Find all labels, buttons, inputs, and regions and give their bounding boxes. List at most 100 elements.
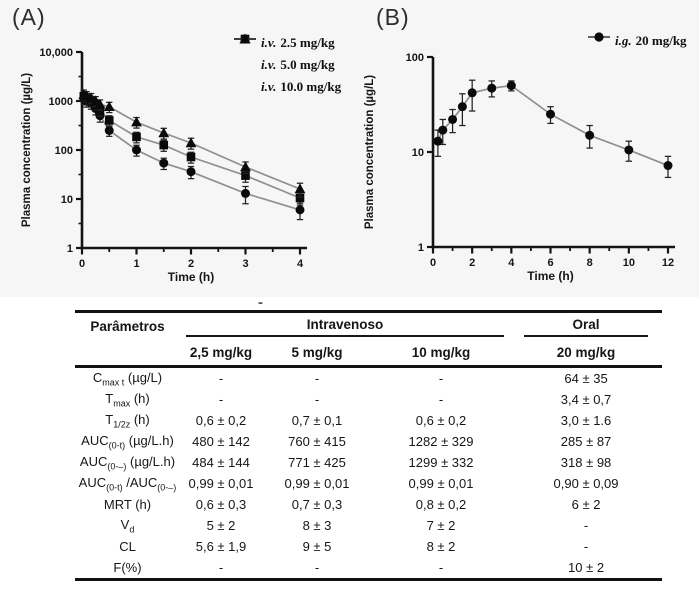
value-cell: -	[218, 392, 224, 407]
param-label-cell: F(%)	[113, 560, 142, 575]
value-cell: 0,6 ± 0,2	[195, 413, 247, 428]
panel-label-a: (A)	[12, 4, 46, 30]
x-tick-label: 2	[469, 257, 475, 269]
chart-panel-b: 1 10 100 0 2 4 6 8 10 12 Time (h) Plasma concentrat…	[350, 0, 699, 297]
data-point	[131, 116, 142, 127]
legend-item-iv-10-0: i.v. 10.0 mg/kg	[233, 33, 341, 96]
stray-dash-mark: -	[258, 294, 263, 311]
data-point	[158, 127, 170, 138]
table-row: MRT (h) 0,6 ± 0,3 0,7 ± 0,3 0,8 ± 0,2 6 ± 2	[75, 494, 662, 515]
data-point	[448, 114, 458, 124]
value-cell: -	[314, 560, 320, 575]
x-tick-label: 10	[623, 257, 635, 269]
value-cell: -	[438, 560, 444, 575]
param-label-cell: Vd	[120, 516, 135, 535]
legend-a: i.v. 2.5 mg/kg i.v. 5.0 mg/kg i.v. 10.0 mg/…	[233, 33, 341, 99]
y-tick-label: 1	[418, 242, 424, 254]
legend-label: i.g. 20 mg/kg	[615, 32, 687, 48]
data-point	[487, 83, 497, 93]
value-cell: 0,7 ± 0,1	[291, 413, 343, 428]
table-row: F(%) - - - 10 ± 2	[75, 557, 662, 578]
oral-concentration-chart: 1 10 100 0 2 4 6 8 10 12 Time (h) Plasma concentrat…	[364, 52, 675, 283]
param-label-cell: AUC(0-–) (µg/L.h)	[79, 453, 176, 472]
value-cell: 3,0 ± 1.6	[560, 413, 612, 428]
param-label-cell: Tmax (h)	[105, 390, 150, 409]
param-label-cell: AUC(0-t) /AUC(0-–)	[78, 474, 177, 493]
param-label-cell: AUC(0-t) (µg/L.h)	[81, 432, 174, 451]
data-point	[94, 98, 106, 109]
x-tick-label: 1	[133, 258, 139, 270]
value-cell: -	[583, 539, 589, 554]
group-header-oral: Oral	[510, 313, 662, 340]
value-cell: -	[218, 560, 224, 575]
value-cell: -	[583, 518, 589, 533]
y-axis-ticks: 1 10 100 1000 10,000	[39, 47, 82, 255]
x-axis-title: Time (h)	[527, 269, 573, 283]
value-cell: -	[438, 392, 444, 407]
table-row: Cmax t (µg/L) - - - 64 ± 35	[75, 368, 662, 389]
value-cell: 0,99 ± 0,01	[188, 476, 254, 491]
col-header-parametros: Parâmetros	[75, 313, 180, 368]
data-point	[467, 88, 477, 98]
pk-parameters-table: Parâmetros Intravenoso Oral 2,5 mg/kg 5 …	[75, 310, 663, 581]
data-point	[624, 145, 634, 155]
dose-header-20: 20 mg/kg	[510, 340, 663, 368]
data-point	[663, 161, 673, 171]
x-axis-ticks: 0 2 4 6 8 10 12	[430, 247, 674, 269]
x-tick-label: 0	[430, 257, 436, 269]
series-triangle	[78, 89, 306, 198]
dose-header-10: 10 mg/kg	[372, 340, 511, 368]
table-row: AUC(0-t) (µg/L.h) 480 ± 142 760 ± 415 1282 …	[75, 431, 662, 452]
x-tick-label: 2	[188, 258, 194, 270]
data-point	[433, 136, 443, 146]
param-label-cell: MRT (h)	[103, 497, 152, 512]
value-cell: 318 ± 98	[560, 455, 612, 470]
data-point	[159, 158, 169, 168]
table-row: CL 5,6 ± 1,9 9 ± 5 8 ± 2 -	[75, 536, 662, 557]
value-cell: 1299 ± 332	[408, 455, 474, 470]
legend-item-ig-20: i.g. 20 mg/kg	[587, 31, 687, 50]
data-point	[295, 205, 305, 215]
value-cell: 1282 ± 329	[408, 434, 474, 449]
value-cell: 5,6 ± 1,9	[195, 539, 247, 554]
value-cell: -	[218, 371, 224, 386]
data-point	[585, 130, 595, 140]
value-cell: 0,7 ± 0,3	[291, 497, 343, 512]
data-point	[241, 188, 250, 198]
y-axis-ticks: 1 10 100	[406, 52, 433, 254]
value-cell: 8 ± 3	[302, 518, 332, 533]
data-point	[104, 116, 114, 125]
value-cell: 7 ± 2	[426, 518, 456, 533]
legend-marker-triangle-icon	[233, 33, 257, 93]
dose-header-2-5: 2,5 mg/kg	[180, 340, 262, 368]
data-point	[457, 102, 467, 112]
value-cell: 9 ± 5	[302, 539, 332, 554]
value-cell: 64 ± 35	[564, 371, 608, 386]
y-tick-label: 10	[412, 147, 424, 159]
figure-area: 1 10 100 1000 10,000 0 1 2 3 4 Time (h) Plasma conc…	[0, 0, 699, 297]
value-cell: 5 ± 2	[206, 518, 236, 533]
data-point	[132, 132, 141, 142]
y-tick-label: 1	[67, 243, 73, 255]
y-axis-title: Plasma concentration (µg/L)	[21, 73, 33, 227]
x-tick-label: 12	[662, 257, 674, 269]
value-cell: -	[314, 371, 320, 386]
data-point	[294, 183, 306, 194]
dose-header-5: 5 mg/kg	[262, 340, 372, 368]
legend-marker-circle-icon	[587, 32, 611, 47]
param-label-cell: T1/2z (h)	[105, 411, 150, 430]
data-point	[240, 161, 251, 172]
data-point	[103, 101, 115, 112]
value-cell: 8 ± 2	[426, 539, 456, 554]
data-point	[506, 81, 516, 91]
value-cell: 0,6 ± 0,3	[195, 497, 247, 512]
param-label-cell: CL	[119, 539, 136, 554]
table-row: Tmax (h) - - - 3,4 ± 0,7	[75, 389, 662, 410]
x-axis-title: Time (h)	[168, 270, 214, 284]
y-tick-label: 100	[55, 145, 73, 157]
table-row: AUC(0-t) /AUC(0-–) 0,99 ± 0,01 0,99 ± 0,01…	[75, 473, 662, 494]
table-row: AUC(0-–) (µg/L.h) 484 ± 144 771 ± 425 1299 …	[75, 452, 662, 473]
value-cell: 10 ± 2	[568, 560, 605, 575]
